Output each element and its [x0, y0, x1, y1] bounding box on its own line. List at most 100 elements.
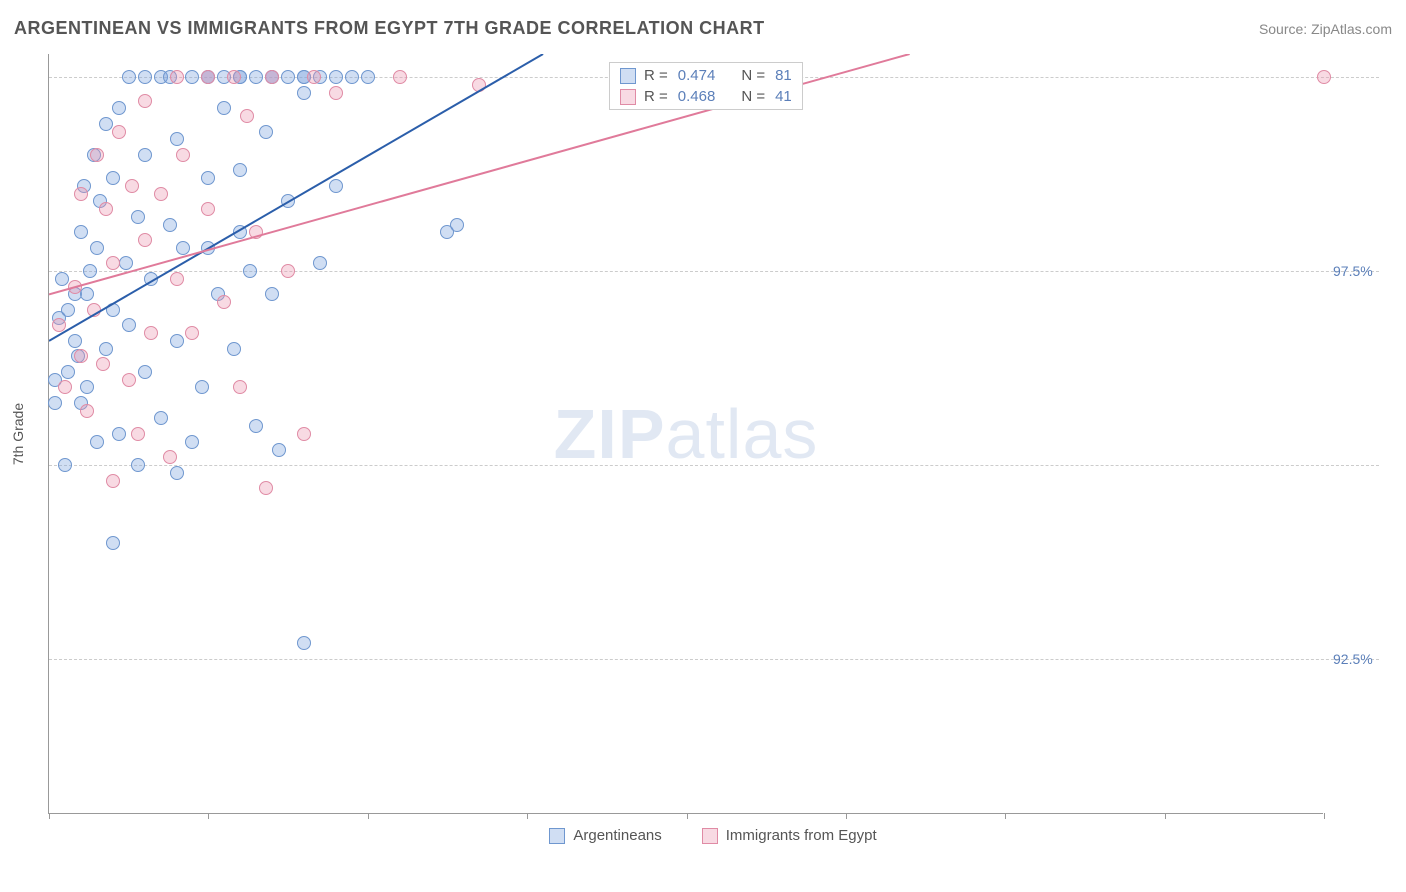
data-point-argentineans [329, 70, 343, 84]
data-point-argentineans [361, 70, 375, 84]
watermark: ZIPatlas [554, 394, 819, 474]
swatch-immigrants_egypt [620, 89, 636, 105]
data-point-argentineans [217, 101, 231, 115]
source-prefix: Source: [1259, 21, 1311, 37]
data-point-argentineans [195, 380, 209, 394]
legend-swatch-argentineans [549, 828, 565, 844]
data-point-argentineans [106, 536, 120, 550]
data-point-argentineans [233, 225, 247, 239]
n-label: N = [741, 67, 765, 84]
data-point-argentineans [112, 101, 126, 115]
data-point-argentineans [90, 435, 104, 449]
data-point-immigrants_egypt [1317, 70, 1331, 84]
x-tick [368, 813, 369, 819]
data-point-argentineans [138, 365, 152, 379]
data-point-immigrants_egypt [170, 70, 184, 84]
x-tick [208, 813, 209, 819]
data-point-immigrants_egypt [233, 380, 247, 394]
series-legend: Argentineans Immigrants from Egypt [48, 827, 1378, 844]
data-point-argentineans [243, 264, 257, 278]
watermark-light: atlas [666, 395, 819, 473]
data-point-argentineans [176, 241, 190, 255]
plot-area: ZIPatlas R =0.474N =81R =0.468N =41 [48, 54, 1323, 814]
data-point-argentineans [259, 125, 273, 139]
data-point-argentineans [74, 225, 88, 239]
data-point-argentineans [201, 171, 215, 185]
swatch-argentineans [620, 68, 636, 84]
data-point-immigrants_egypt [112, 125, 126, 139]
data-point-argentineans [281, 194, 295, 208]
data-point-argentineans [227, 342, 241, 356]
data-point-immigrants_egypt [52, 318, 66, 332]
data-point-argentineans [201, 241, 215, 255]
x-tick [527, 813, 528, 819]
gridline-horizontal [49, 659, 1379, 660]
n-label: N = [741, 88, 765, 105]
data-point-argentineans [48, 396, 62, 410]
data-point-argentineans [185, 70, 199, 84]
data-point-immigrants_egypt [125, 179, 139, 193]
data-point-immigrants_egypt [176, 148, 190, 162]
data-point-argentineans [61, 303, 75, 317]
data-point-argentineans [61, 365, 75, 379]
data-point-immigrants_egypt [154, 187, 168, 201]
data-point-immigrants_egypt [259, 481, 273, 495]
n-value-immigrants_egypt: 41 [775, 88, 792, 105]
data-point-argentineans [99, 342, 113, 356]
data-point-argentineans [58, 458, 72, 472]
data-point-immigrants_egypt [106, 474, 120, 488]
data-point-argentineans [281, 70, 295, 84]
data-point-immigrants_egypt [131, 427, 145, 441]
stat-row-argentineans: R = 0.474 N = 81 [610, 65, 802, 86]
x-tick [1165, 813, 1166, 819]
data-point-argentineans [119, 256, 133, 270]
data-point-immigrants_egypt [87, 303, 101, 317]
x-tick [49, 813, 50, 819]
data-point-argentineans [122, 318, 136, 332]
legend-item-argentineans: Argentineans [549, 827, 661, 844]
r-value-argentineans: 0.474 [678, 67, 716, 84]
data-point-argentineans [265, 287, 279, 301]
data-point-argentineans [138, 148, 152, 162]
stat-legend: R =0.474N =81R =0.468N =41 [609, 62, 803, 110]
legend-item-immigrants_egypt: Immigrants from Egypt [702, 827, 877, 844]
data-point-immigrants_egypt [185, 326, 199, 340]
data-point-argentineans [90, 241, 104, 255]
y-tick-label: 97.5% [1333, 263, 1393, 279]
data-point-argentineans [106, 303, 120, 317]
data-point-immigrants_egypt [201, 202, 215, 216]
data-point-immigrants_egypt [240, 109, 254, 123]
data-point-argentineans [170, 132, 184, 146]
data-point-argentineans [297, 86, 311, 100]
legend-label-immigrants_egypt: Immigrants from Egypt [726, 827, 877, 844]
data-point-argentineans [80, 380, 94, 394]
data-point-immigrants_egypt [249, 225, 263, 239]
data-point-immigrants_egypt [144, 326, 158, 340]
data-point-argentineans [68, 334, 82, 348]
data-point-immigrants_egypt [163, 450, 177, 464]
gridline-horizontal [49, 465, 1379, 466]
data-point-immigrants_egypt [122, 373, 136, 387]
data-point-argentineans [138, 70, 152, 84]
data-point-immigrants_egypt [281, 264, 295, 278]
data-point-argentineans [345, 70, 359, 84]
data-point-immigrants_egypt [472, 78, 486, 92]
data-point-immigrants_egypt [329, 86, 343, 100]
data-point-argentineans [154, 411, 168, 425]
n-value-argentineans: 81 [775, 67, 792, 84]
r-label: R = [644, 67, 668, 84]
data-point-immigrants_egypt [227, 70, 241, 84]
data-point-argentineans [131, 210, 145, 224]
y-axis-label: 7th Grade [10, 403, 26, 465]
data-point-argentineans [249, 70, 263, 84]
data-point-argentineans [112, 427, 126, 441]
r-label: R = [644, 88, 668, 105]
data-point-immigrants_egypt [74, 187, 88, 201]
data-point-argentineans [185, 435, 199, 449]
trend-line-argentineans [49, 54, 543, 341]
data-point-argentineans [131, 458, 145, 472]
source-attribution: Source: ZipAtlas.com [1259, 21, 1392, 37]
data-point-immigrants_egypt [265, 70, 279, 84]
data-point-argentineans [170, 334, 184, 348]
data-point-argentineans [249, 419, 263, 433]
